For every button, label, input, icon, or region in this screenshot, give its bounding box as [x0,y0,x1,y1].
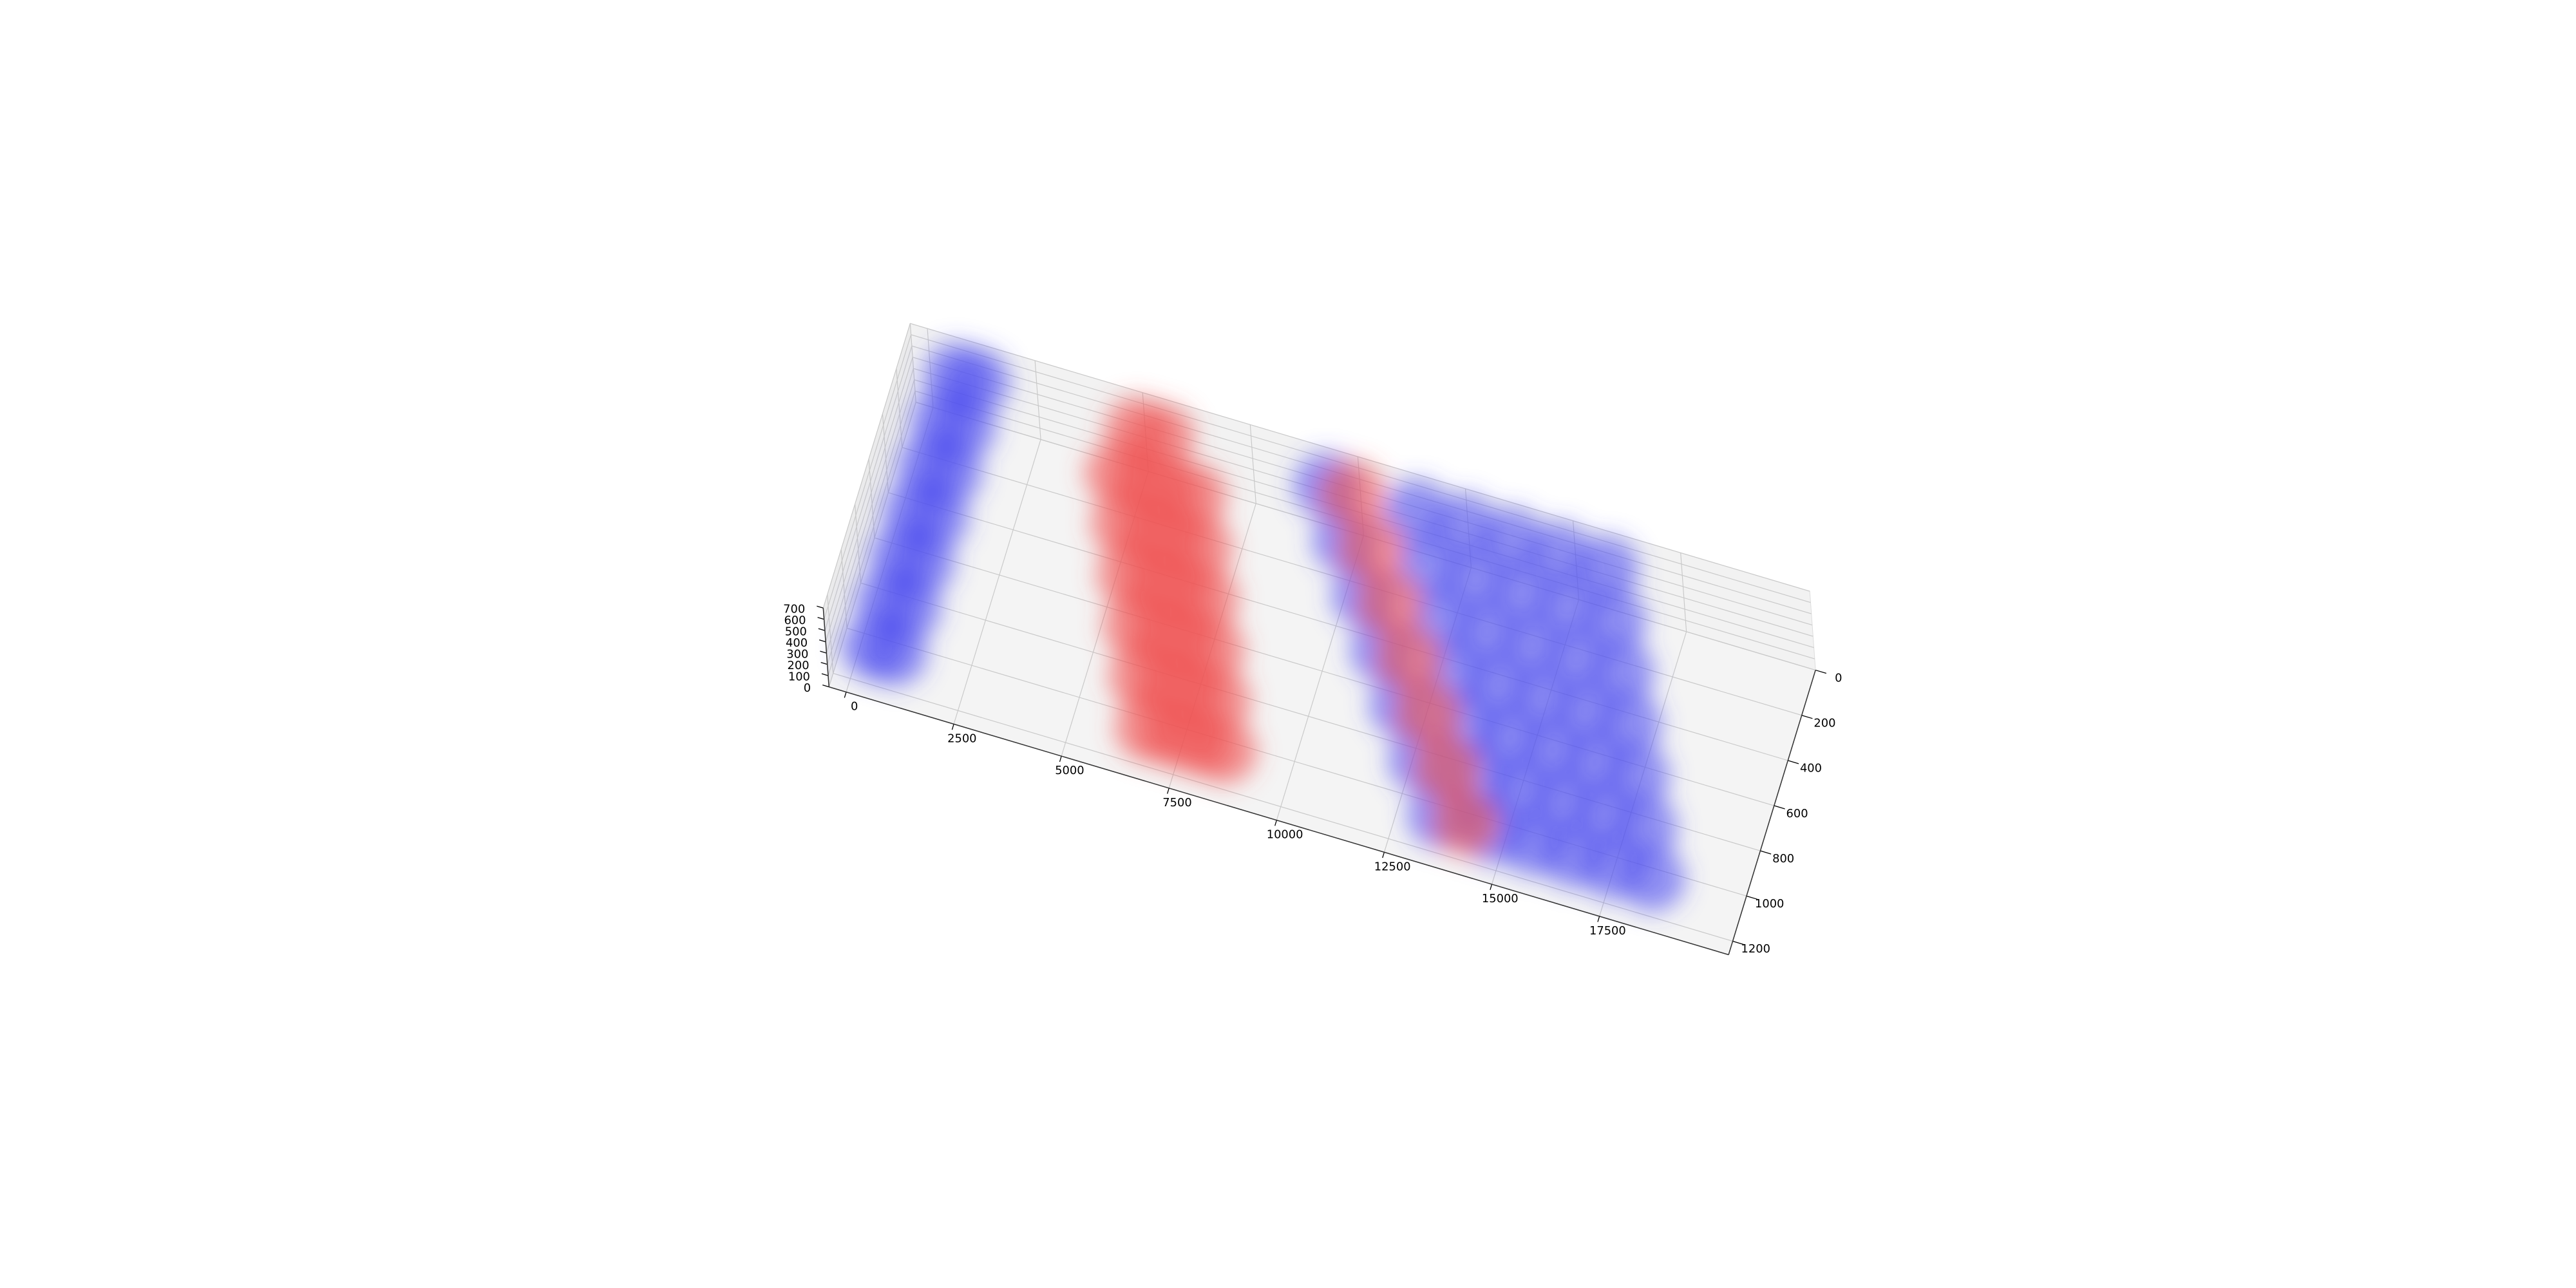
y-tick [1801,715,1813,719]
y-axis [1728,670,1816,955]
grid-line [825,357,913,642]
z-tick-label: 200 [788,659,810,672]
z-tick [817,617,824,620]
z-tick [818,628,826,631]
point [862,620,928,687]
y-tick-label: 800 [1772,852,1794,866]
x-tick [951,724,954,730]
x-tick [1490,884,1493,891]
grid-line [1034,360,1041,440]
y-tick-label: 1200 [1741,942,1770,956]
z-tick [820,650,827,654]
grid-line [827,594,834,674]
x-tick [1274,820,1277,826]
z-axis [822,608,830,687]
point [1376,625,1442,692]
x-tick-label: 0 [851,700,858,714]
y-tick [1732,940,1744,945]
z-tick-label: 400 [786,636,808,650]
x-tick-label: 12500 [1374,860,1411,873]
grid-line [824,346,913,631]
points [840,343,1685,912]
z-tick [820,662,828,665]
grid-line [910,323,1810,592]
grid-line [855,504,862,583]
z-tick-label: 700 [783,603,805,616]
z-tick-label: 500 [785,625,807,639]
z-tick-label: 0 [804,681,811,695]
x-tick-label: 17500 [1589,924,1626,938]
z-tick [819,639,826,643]
x-tick-label: 10000 [1267,828,1303,842]
x-tick-label: 7500 [1162,796,1191,810]
point [1319,460,1385,527]
y-tick-label: 200 [1814,716,1835,730]
y-tick [1815,669,1827,674]
z-tick [821,673,829,676]
x-tick-label: 5000 [1055,764,1084,777]
grid-line [1680,553,1687,632]
y-tick-label: 1000 [1755,897,1784,911]
axes: 0250050007500100001250015000175000200400… [783,603,1842,956]
y-tick [1774,805,1785,810]
y-tick [1788,760,1799,764]
grid-line [896,368,903,448]
z-tick [822,685,829,688]
grid-line [868,459,875,538]
grid-line [909,323,916,402]
y-tick-label: 0 [1835,671,1842,685]
x-tick [1382,852,1385,858]
y-tick-label: 400 [1800,762,1822,775]
x-tick [1059,755,1062,762]
grid-line [1249,424,1256,504]
x-tick [844,692,847,698]
z-tick-label: 600 [784,614,806,627]
grid-line [833,673,1733,942]
x-tick [1597,916,1600,922]
z-tick [817,605,824,609]
grid-line [826,368,914,654]
z-tick-label: 100 [788,670,810,684]
x-axis [829,686,1729,956]
z-tick-label: 300 [786,648,808,661]
point [1414,735,1480,801]
point [1191,718,1258,784]
point [1619,846,1685,912]
point [1432,790,1499,857]
grid-line [828,391,916,676]
y-tick [1760,850,1772,855]
point [1338,515,1404,582]
grid-line [827,379,915,665]
y-tick [1746,895,1757,900]
point [1394,680,1461,746]
grid-line [822,323,911,609]
grid-line [824,334,912,620]
grid-line [953,439,1041,724]
x-tick-label: 15000 [1482,892,1519,905]
x-tick-label: 2500 [947,732,976,745]
grid-line [840,549,848,629]
x-tick [1166,788,1170,794]
point [1357,570,1423,636]
y-tick-label: 600 [1786,807,1808,820]
grid-line [882,413,889,493]
